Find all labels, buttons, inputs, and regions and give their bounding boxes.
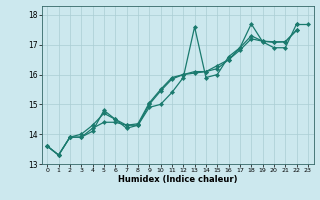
X-axis label: Humidex (Indice chaleur): Humidex (Indice chaleur) (118, 175, 237, 184)
